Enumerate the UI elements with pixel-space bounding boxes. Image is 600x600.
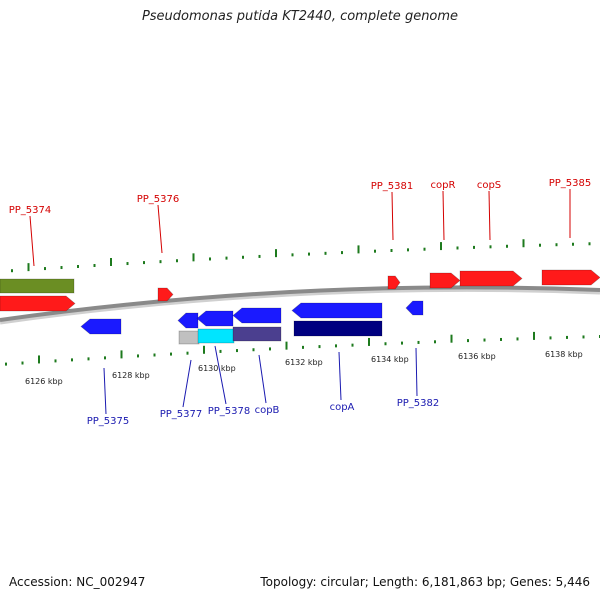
forward-ticks	[11, 239, 591, 273]
navy-feature	[293, 320, 383, 337]
gene-arrow-cops	[459, 270, 523, 287]
genome-backbone-shadow	[0, 286, 600, 325]
accession-text: Accession: NC_002947	[9, 575, 146, 589]
map-title: Pseudomonas putida KT2440, complete geno…	[141, 9, 459, 24]
tick-label: 6136 kbp	[458, 352, 496, 361]
tick-label: 6138 kbp	[545, 350, 583, 359]
label-leaders	[29, 189, 571, 415]
gene-arrow-pp5376	[157, 287, 174, 302]
gene-label: copA	[330, 402, 355, 413]
gene-label: PP_5378	[208, 406, 251, 417]
label-leader	[338, 351, 342, 401]
gene-label: PP_5375	[87, 416, 130, 427]
gene-label: PP_5385	[549, 178, 592, 189]
tick-label: 6126 kbp	[25, 377, 63, 386]
gene-label: copS	[477, 180, 501, 191]
gene-arrow-pp5377	[177, 312, 199, 329]
label-leader	[442, 190, 445, 241]
genome-backbone	[0, 285, 600, 322]
gene-labels: 6126 kbp 6128 kbp 6130 kbp 6132 kbp 6134 kbp…	[9, 178, 592, 427]
gene-arrow-copb	[232, 307, 282, 324]
label-leader	[258, 354, 267, 404]
reverse-ticks	[5, 331, 600, 366]
slate-feature	[232, 326, 282, 342]
gene-label: PP_5374	[9, 205, 52, 216]
label-leader	[29, 215, 35, 267]
gray-feature	[178, 330, 200, 345]
gene-label: copR	[431, 180, 456, 191]
tick-label: 6134 kbp	[371, 355, 409, 364]
label-leader	[391, 191, 394, 241]
label-leader	[182, 359, 192, 408]
gene-arrow-pp5378	[196, 310, 234, 327]
gene-arrow-pp5375	[80, 318, 122, 335]
label-leader	[488, 190, 491, 241]
gene-arrow-copa	[291, 302, 383, 319]
tick-label: 6130 kbp	[198, 364, 236, 373]
tick-label: 6132 kbp	[285, 358, 323, 367]
label-leader	[157, 204, 163, 254]
gene-arrow-pp5374	[0, 295, 76, 312]
gene-arrow-copr	[429, 272, 461, 289]
label-leader	[103, 367, 107, 415]
gene-label: PP_5381	[371, 181, 414, 192]
light-blue-feature	[197, 328, 235, 344]
gene-arrow-pp5385	[541, 269, 600, 286]
green-feature	[0, 278, 75, 294]
gene-features	[0, 269, 600, 345]
label-leader	[214, 345, 227, 405]
gene-label: PP_5376	[137, 194, 180, 205]
gene-arrow-pp5382	[405, 300, 424, 316]
tick-label: 6128 kbp	[112, 371, 150, 380]
label-leader	[415, 347, 418, 397]
gene-arrow-pp5381	[387, 275, 401, 290]
gene-label: PP_5382	[397, 398, 440, 409]
gene-label: copB	[255, 405, 280, 416]
gene-label: PP_5377	[160, 409, 203, 420]
topology-text: Topology: circular; Length: 6,181,863 bp…	[260, 575, 590, 589]
